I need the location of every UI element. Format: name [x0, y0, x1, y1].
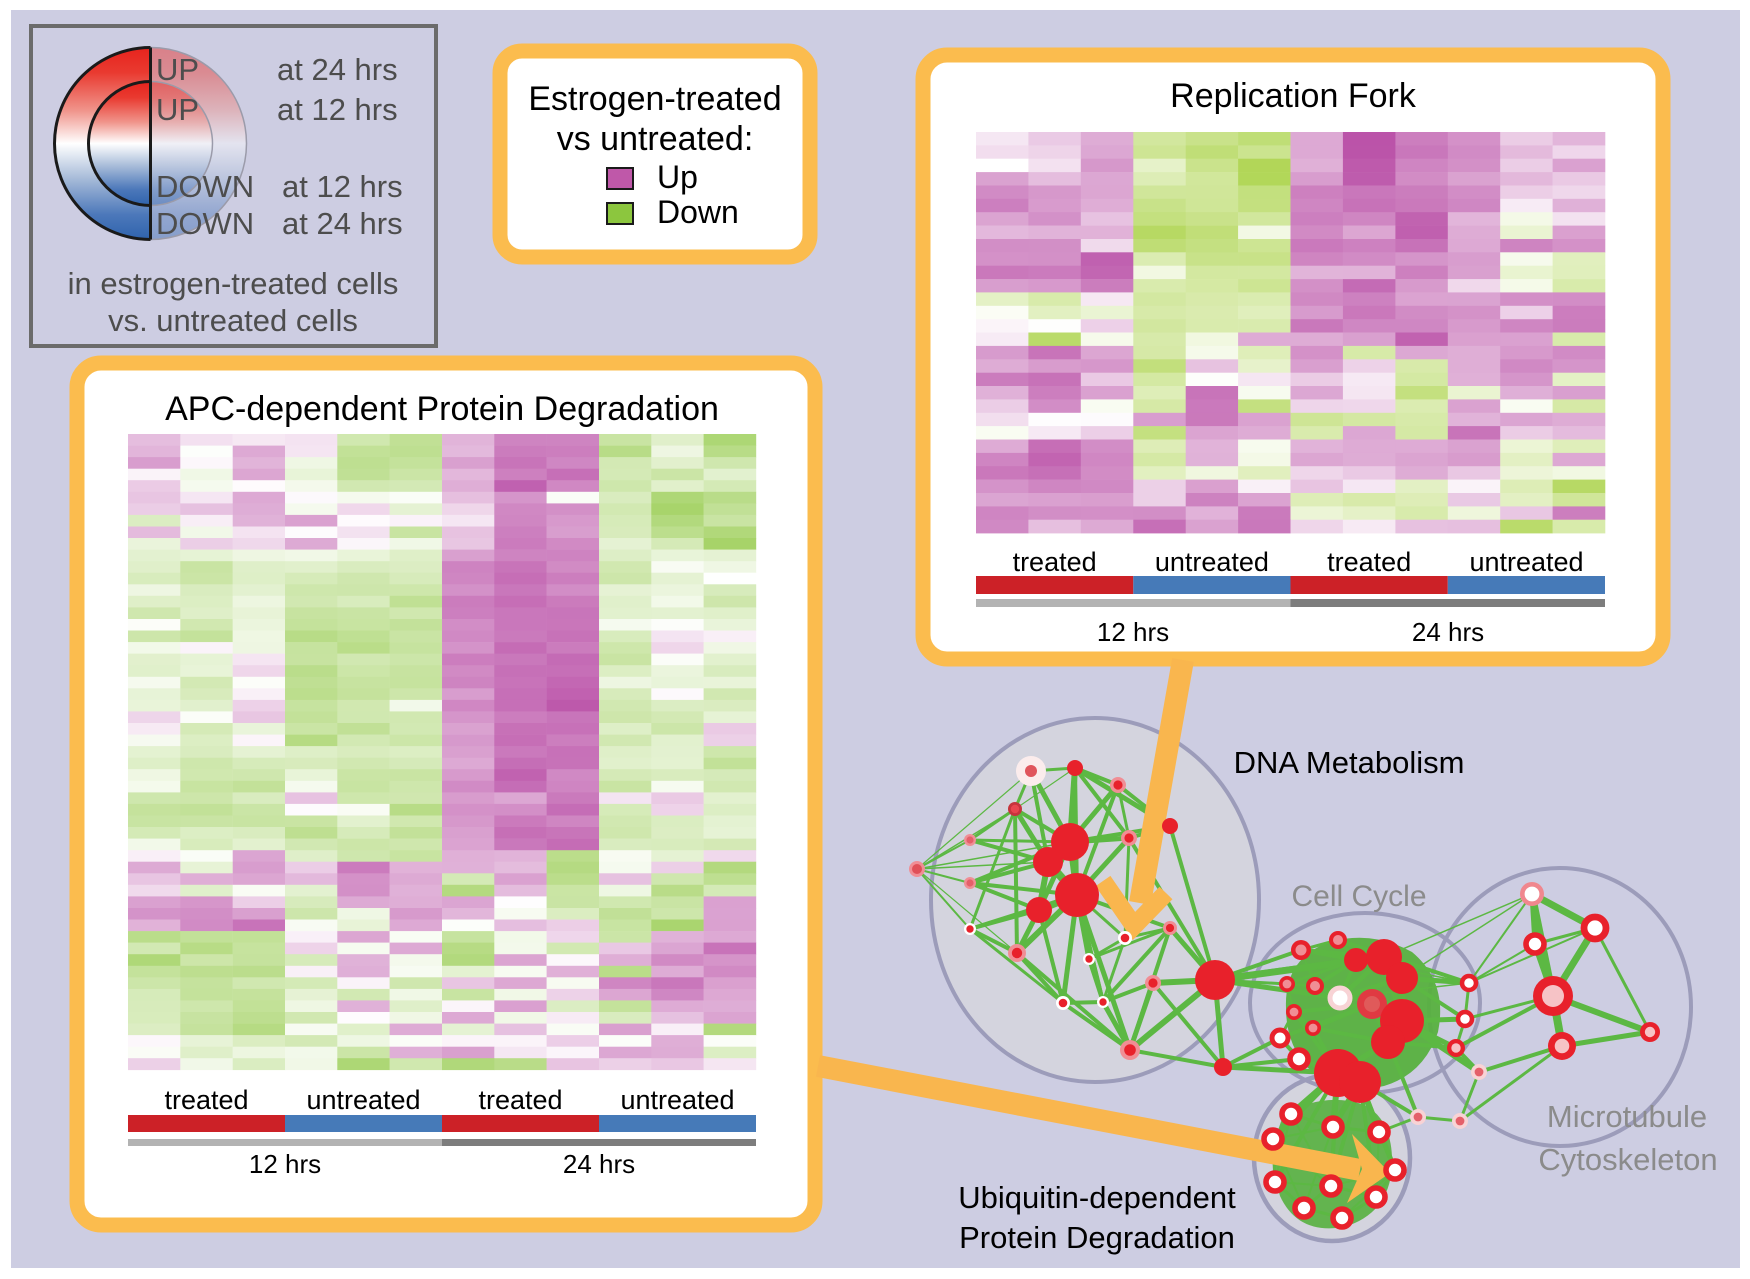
svg-text:treated: treated — [1013, 547, 1097, 577]
svg-text:Estrogen-treated: Estrogen-treated — [528, 80, 781, 118]
svg-text:UP: UP — [156, 52, 199, 87]
svg-text:in estrogen-treated cells: in estrogen-treated cells — [68, 266, 399, 301]
svg-text:APC-dependent Protein Degradat: APC-dependent Protein Degradation — [165, 390, 719, 428]
svg-text:Protein Degradation: Protein Degradation — [959, 1220, 1235, 1255]
svg-text:Down: Down — [657, 194, 739, 230]
svg-text:treated: treated — [164, 1085, 248, 1115]
svg-text:untreated: untreated — [1469, 547, 1583, 577]
svg-text:DOWN: DOWN — [156, 206, 254, 241]
svg-text:Cytoskeleton: Cytoskeleton — [1538, 1142, 1717, 1177]
svg-text:at 12 hrs: at 12 hrs — [277, 92, 398, 127]
svg-text:12 hrs: 12 hrs — [249, 1149, 321, 1179]
svg-text:DNA Metabolism: DNA Metabolism — [1234, 745, 1465, 780]
svg-text:Up: Up — [657, 159, 698, 195]
svg-text:Cell Cycle: Cell Cycle — [1291, 880, 1426, 913]
svg-text:UP: UP — [156, 92, 199, 127]
svg-text:vs untreated:: vs untreated: — [557, 120, 754, 158]
svg-text:at 24 hrs: at 24 hrs — [282, 206, 403, 241]
svg-text:at 24 hrs: at 24 hrs — [277, 52, 398, 87]
svg-text:24 hrs: 24 hrs — [563, 1149, 635, 1179]
svg-text:12 hrs: 12 hrs — [1097, 617, 1169, 647]
svg-text:untreated: untreated — [306, 1085, 420, 1115]
svg-text:24 hrs: 24 hrs — [1412, 617, 1484, 647]
svg-text:treated: treated — [478, 1085, 562, 1115]
svg-text:Ubiquitin-dependent: Ubiquitin-dependent — [958, 1180, 1236, 1215]
svg-text:vs. untreated cells: vs. untreated cells — [108, 303, 358, 338]
svg-text:Replication Fork: Replication Fork — [1170, 77, 1417, 115]
svg-text:at 12 hrs: at 12 hrs — [282, 169, 403, 204]
svg-text:DOWN: DOWN — [156, 169, 254, 204]
svg-text:Microtubule: Microtubule — [1547, 1099, 1707, 1134]
svg-text:untreated: untreated — [620, 1085, 734, 1115]
svg-text:treated: treated — [1327, 547, 1411, 577]
svg-text:untreated: untreated — [1155, 547, 1269, 577]
